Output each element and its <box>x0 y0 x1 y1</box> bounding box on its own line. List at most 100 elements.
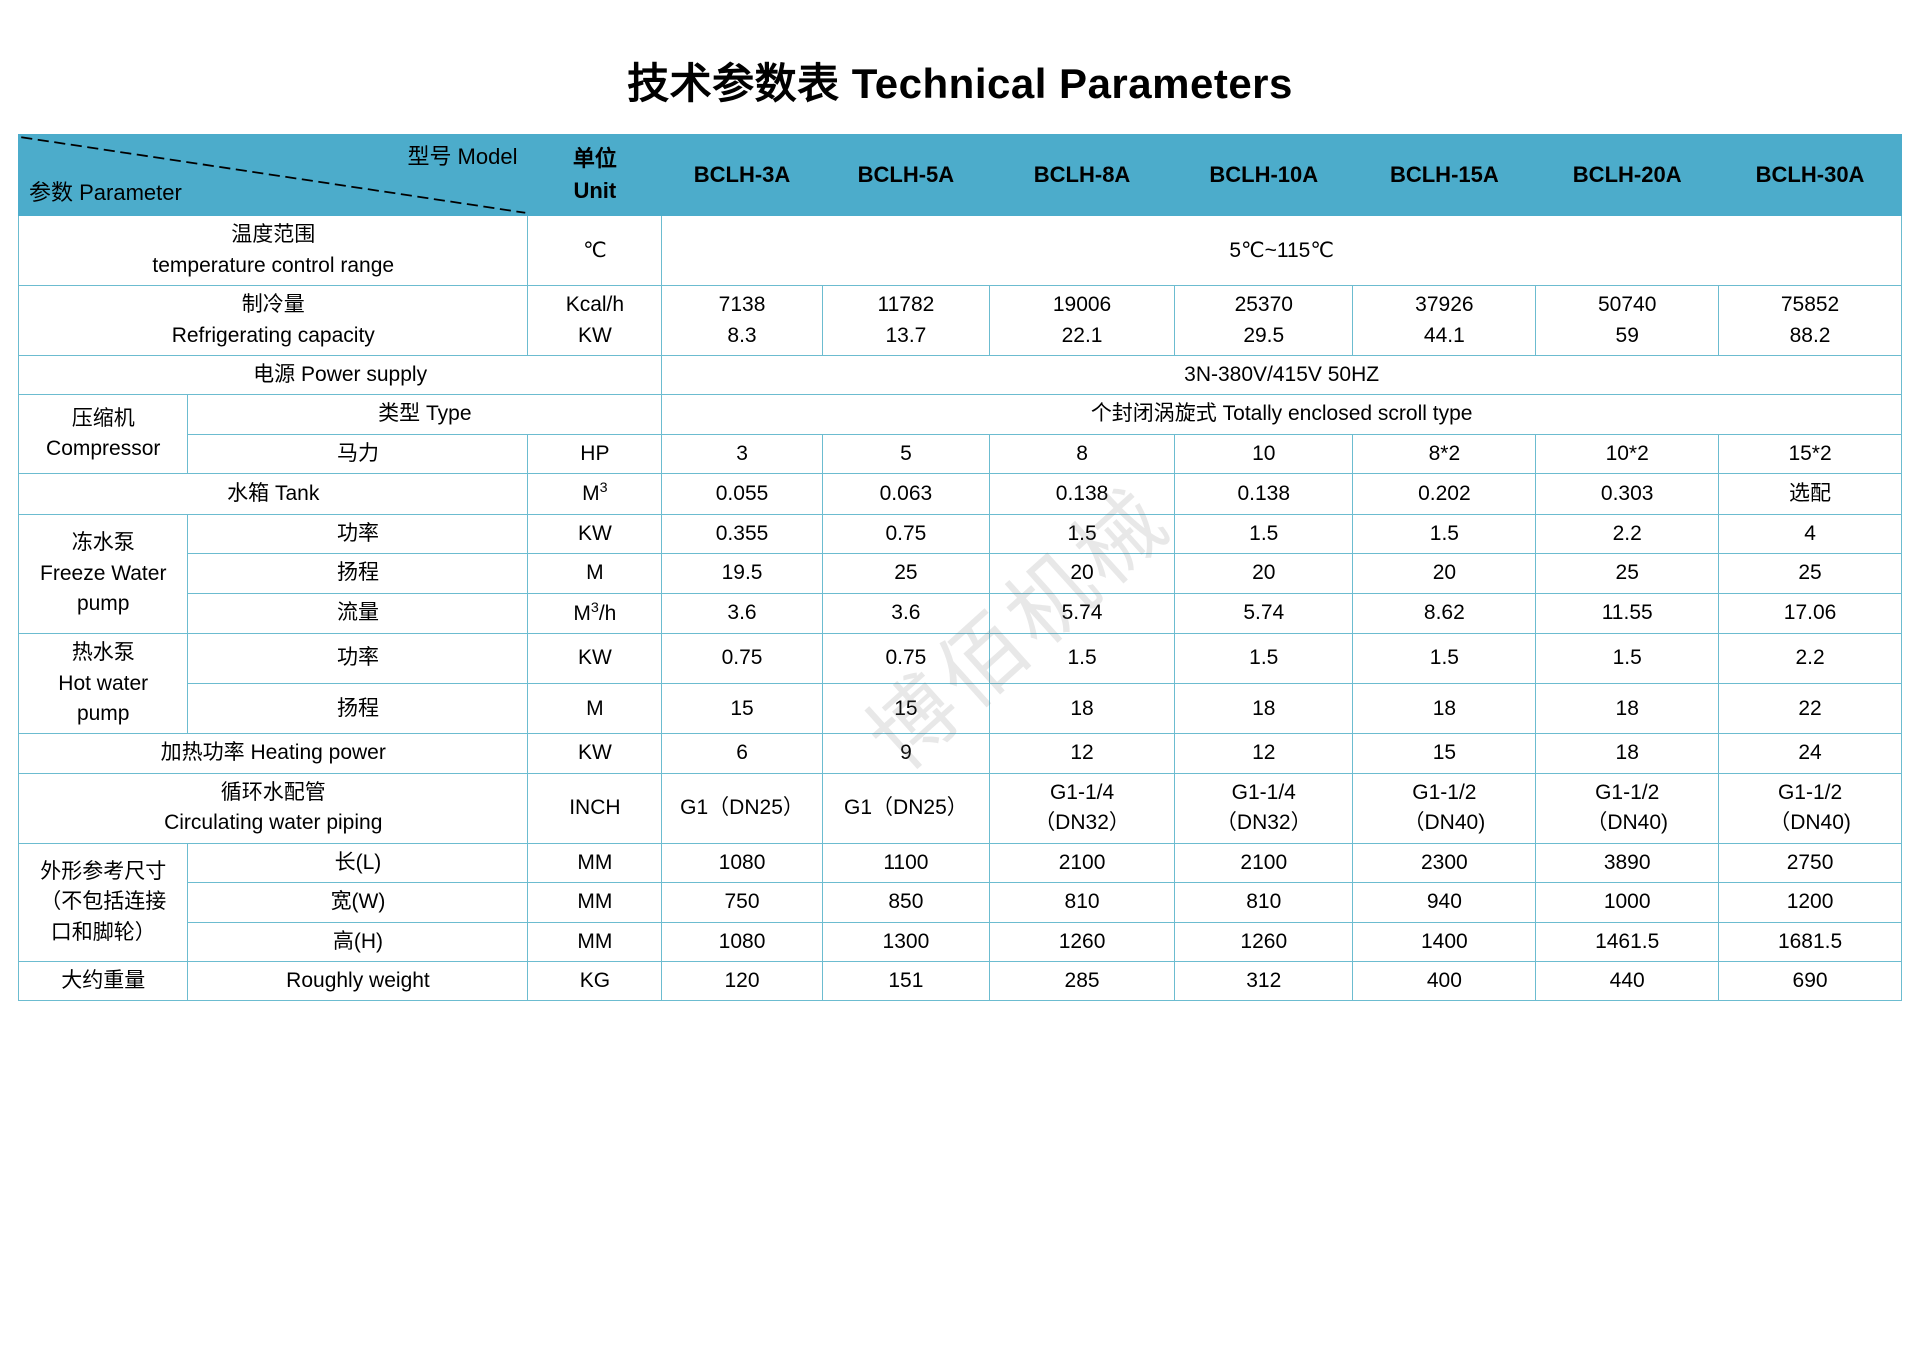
value-compressor-type: 个封闭涡旋式 Totally enclosed scroll type <box>661 394 1902 435</box>
group-label-compressor-en: Compressor <box>46 437 161 461</box>
group-label-freeze-pump-en-2: pump <box>76 592 130 616</box>
value-compressor-hp-15a: 8*2 <box>1352 433 1537 475</box>
unit-freeze-pump-power: KW <box>527 513 663 555</box>
label-hot-pump-head: 扬程 <box>187 683 529 735</box>
group-label-overall-dimensions: 外形参考尺寸 （不包括连接 口和脚轮） <box>17 842 189 963</box>
value-height-30a: 1681.5 <box>1718 921 1902 963</box>
row-hot-pump-power: 热水泵 Hot water pump 功率 KW 0.75 0.75 1.5 1… <box>17 633 1902 735</box>
value-width-8a: 810 <box>989 882 1176 923</box>
table-header-row: 型号 Model 参数 Parameter 单位 Unit BCLH-3A BC… <box>17 134 1902 217</box>
unit-dimension-length: MM <box>527 842 663 884</box>
row-freeze-pump-power: 冻水泵 Freeze Water pump 功率 KW 0.355 0.75 1… <box>17 513 1902 635</box>
group-label-hot-pump-en-2: pump <box>76 701 130 725</box>
value-freeze-pump-flow-3a: 3.6 <box>661 592 823 635</box>
value-weight-10a: 312 <box>1174 961 1354 1002</box>
label-dimension-height: 高(H) <box>187 921 529 963</box>
unit-tank-exponent: 3 <box>599 480 608 497</box>
value-freeze-pump-flow-8a: 5.74 <box>989 592 1176 635</box>
value-piping-20a: G1-1/2 （DN40) <box>1535 772 1720 844</box>
value-refrigerating-kw-5a: 13.7 <box>885 323 927 347</box>
value-hot-pump-head-5a: 15 <box>821 683 991 735</box>
unit-heating-power: KW <box>527 733 663 774</box>
value-height-8a: 1260 <box>989 921 1176 963</box>
row-refrigerating-capacity: 制冷量 Refrigerating capacity Kcal/h KW 713… <box>17 285 1902 357</box>
group-label-hot-pump-en-1: Hot water <box>58 671 149 695</box>
value-tank-20a: 0.303 <box>1535 473 1720 515</box>
value-piping-5a: G1（DN25） <box>821 772 991 844</box>
unit-freeze-pump-head: M <box>527 553 663 594</box>
value-piping-3a: G1（DN25） <box>661 772 823 844</box>
value-tank-30a: 选配 <box>1718 473 1902 515</box>
value-width-30a: 1200 <box>1718 882 1902 923</box>
cell-refrigerating-20a: 50740 59 <box>1535 285 1720 357</box>
value-temperature-range: 5℃~115℃ <box>661 215 1902 287</box>
unit-compressor-hp: HP <box>527 433 663 475</box>
value-tank-3a: 0.055 <box>661 473 823 515</box>
unit-temperature-range: ℃ <box>527 215 663 287</box>
row-power-supply: 电源 Power supply 3N-380V/415V 50HZ <box>17 355 1902 396</box>
cell-refrigerating-30a: 75852 88.2 <box>1718 285 1902 357</box>
value-hot-pump-power-3a: 0.75 <box>661 633 823 685</box>
group-label-dimensions-line-1: 外形参考尺寸 <box>40 859 167 883</box>
row-dimension-width: 宽(W) MM 750 850 810 810 940 1000 1200 <box>19 882 1902 923</box>
value-heating-power-8a: 12 <box>989 733 1176 774</box>
label-temperature-range-cn: 温度范围 <box>231 223 316 247</box>
value-freeze-pump-power-10a: 1.5 <box>1174 513 1354 555</box>
unit-tank: M3 <box>527 473 663 515</box>
value-compressor-hp-8a: 8 <box>989 433 1176 475</box>
label-refrigerating-capacity-cn: 制冷量 <box>241 293 305 317</box>
label-freeze-pump-power: 功率 <box>187 513 529 555</box>
value-freeze-pump-head-20a: 25 <box>1535 553 1720 594</box>
value-tank-5a: 0.063 <box>821 473 991 515</box>
value-tank-15a: 0.202 <box>1352 473 1537 515</box>
label-weight-cn: 大约重量 <box>17 961 189 1002</box>
value-length-8a: 2100 <box>989 842 1176 884</box>
row-tank: 水箱 Tank M3 0.055 0.063 0.138 0.138 0.202… <box>17 473 1902 515</box>
row-freeze-pump-head: 扬程 M 19.5 25 20 20 20 25 25 <box>19 553 1902 594</box>
group-label-freeze-pump-cn: 冻水泵 <box>71 531 135 555</box>
label-circulating-water-piping: 循环水配管 Circulating water piping <box>17 772 529 844</box>
value-heating-power-10a: 12 <box>1174 733 1354 774</box>
row-heating-power: 加热功率 Heating power KW 6 9 12 12 15 18 24 <box>17 733 1902 774</box>
value-weight-15a: 400 <box>1352 961 1537 1002</box>
row-compressor-type: 压缩机 Compressor 类型 Type 个封闭涡旋式 Totally en… <box>17 394 1902 475</box>
value-heating-power-3a: 6 <box>661 733 823 774</box>
row-temperature-range: 温度范围 temperature control range ℃ 5℃~115℃ <box>17 215 1902 287</box>
unit-tank-base: M <box>582 482 600 506</box>
value-height-5a: 1300 <box>821 921 991 963</box>
row-compressor-hp: 马力 HP 3 5 8 10 8*2 10*2 15*2 <box>19 433 1902 475</box>
label-refrigerating-capacity-en: Refrigerating capacity <box>171 323 375 347</box>
label-freeze-pump-flow: 流量 <box>187 592 529 635</box>
row-dimension-height: 高(H) MM 1080 1300 1260 1260 1400 1461.5 … <box>19 921 1902 963</box>
label-compressor-hp: 马力 <box>187 433 529 475</box>
unit-refrigerating-kw: KW <box>577 323 612 347</box>
value-freeze-pump-power-8a: 1.5 <box>989 513 1176 555</box>
header-model-bclh-10a: BCLH-10A <box>1174 134 1354 217</box>
header-model-bclh-3a: BCLH-3A <box>661 134 823 217</box>
value-weight-20a: 440 <box>1535 961 1720 1002</box>
value-refrigerating-kcal-30a: 75852 <box>1780 293 1840 317</box>
value-hot-pump-head-30a: 22 <box>1718 683 1902 735</box>
value-hot-pump-power-8a: 1.5 <box>989 633 1176 685</box>
value-freeze-pump-head-5a: 25 <box>821 553 991 594</box>
value-width-15a: 940 <box>1352 882 1537 923</box>
value-hot-pump-power-20a: 1.5 <box>1535 633 1720 685</box>
row-freeze-pump-flow: 流量 M3/h 3.6 3.6 5.74 5.74 8.62 11.55 17.… <box>19 592 1902 635</box>
value-refrigerating-kcal-5a: 11782 <box>877 293 935 317</box>
header-model-label: 型号 Model <box>407 144 518 170</box>
value-freeze-pump-power-20a: 2.2 <box>1535 513 1720 555</box>
value-freeze-pump-head-8a: 20 <box>989 553 1176 594</box>
value-length-10a: 2100 <box>1174 842 1354 884</box>
label-power-supply: 电源 Power supply <box>17 355 663 396</box>
cell-refrigerating-10a: 25370 29.5 <box>1174 285 1354 357</box>
value-height-3a: 1080 <box>661 921 823 963</box>
group-label-dimensions-line-2: （不包括连接 <box>40 890 167 914</box>
page-title: 技术参数表 Technical Parameters <box>627 60 1293 107</box>
value-freeze-pump-flow-20a: 11.55 <box>1535 592 1720 635</box>
unit-dimension-height: MM <box>527 921 663 963</box>
value-refrigerating-kw-15a: 44.1 <box>1423 323 1465 347</box>
value-refrigerating-kcal-10a: 25370 <box>1234 293 1293 317</box>
value-tank-10a: 0.138 <box>1174 473 1354 515</box>
value-freeze-pump-flow-15a: 8.62 <box>1352 592 1537 635</box>
